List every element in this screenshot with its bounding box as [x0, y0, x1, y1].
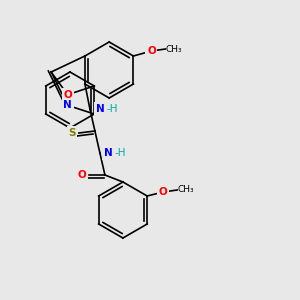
- Text: S: S: [68, 128, 76, 138]
- Text: O: O: [159, 187, 167, 197]
- Text: -H: -H: [115, 148, 126, 158]
- Text: N: N: [103, 148, 112, 158]
- Text: N: N: [63, 100, 72, 110]
- Text: O: O: [63, 90, 72, 100]
- Text: O: O: [147, 46, 156, 56]
- Text: O: O: [77, 170, 86, 180]
- Text: CH₃: CH₃: [165, 44, 182, 53]
- Text: -H: -H: [107, 104, 118, 114]
- Text: CH₃: CH₃: [177, 185, 194, 194]
- Text: N: N: [95, 104, 104, 114]
